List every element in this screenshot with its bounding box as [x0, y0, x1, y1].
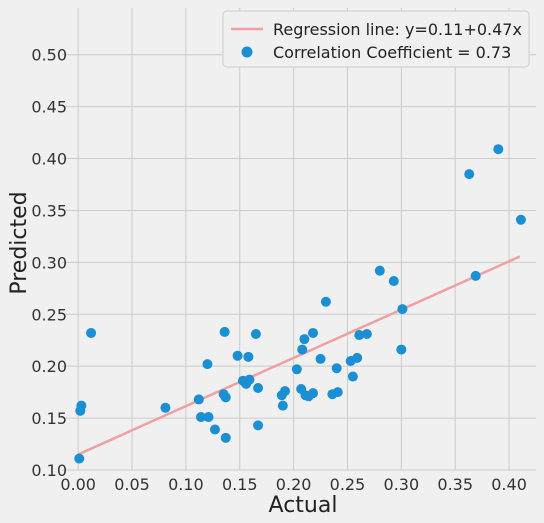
scatter-point: [220, 327, 230, 337]
scatter-point: [202, 359, 212, 369]
x-tick-label: 0.15: [222, 475, 258, 494]
scatter-point: [160, 403, 170, 413]
scatter-point: [297, 345, 307, 355]
scatter-point: [278, 401, 288, 411]
scatter-point: [396, 345, 406, 355]
scatter-point: [333, 387, 343, 397]
y-axis-label: Predicted: [7, 191, 32, 294]
x-tick-label: 0.05: [114, 475, 150, 494]
scatter-point: [493, 144, 503, 154]
scatter-point: [308, 328, 318, 338]
y-tick-label: 0.20: [31, 357, 67, 376]
x-tick-label: 0.40: [491, 475, 527, 494]
scatter-point: [375, 266, 385, 276]
scatter-point: [362, 329, 372, 339]
scatter-point: [471, 271, 481, 281]
scatter-point: [299, 334, 309, 344]
scatter-point: [389, 276, 399, 286]
y-tick-label: 0.15: [31, 409, 67, 428]
y-tick-label: 0.45: [31, 98, 67, 117]
x-axis-label: Actual: [269, 493, 338, 518]
scatter-point: [308, 388, 318, 398]
scatter-point: [292, 364, 302, 374]
scatter-point: [74, 454, 84, 464]
scatter-point: [86, 328, 96, 338]
scatter-point: [204, 412, 214, 422]
scatter-point: [316, 354, 326, 364]
scatter-point: [243, 352, 253, 362]
scatter-point: [352, 353, 362, 363]
scatter-point: [332, 363, 342, 373]
x-tick-labels: 0.00 0.05 0.10 0.15 0.20 0.25 0.30 0.35 0.40: [60, 475, 527, 494]
scatter-point: [221, 433, 231, 443]
legend-regression-label: Regression line: y=0.11+0.47x: [273, 20, 522, 39]
legend-scatter-swatch: [242, 47, 253, 58]
scatter-point: [397, 304, 407, 314]
x-tick-label: 0.10: [168, 475, 204, 494]
scatter-point: [194, 394, 204, 404]
scatter-point: [251, 329, 261, 339]
y-tick-label: 0.30: [31, 253, 67, 272]
y-tick-label: 0.10: [31, 461, 67, 480]
scatter-point: [244, 375, 254, 385]
scatter-point: [253, 420, 263, 430]
scatter-point: [253, 383, 263, 393]
scatter-point: [464, 169, 474, 179]
regression-layer: [78, 256, 520, 454]
scatter-point: [233, 351, 243, 361]
scatter-point: [348, 372, 358, 382]
points-layer: [74, 144, 526, 463]
y-tick-label: 0.40: [31, 150, 67, 169]
legend: Regression line: y=0.11+0.47x Correlatio…: [223, 11, 529, 67]
x-tick-label: 0.30: [384, 475, 420, 494]
y-tick-label: 0.50: [31, 46, 67, 65]
regression-line: [78, 256, 520, 454]
y-tick-labels: 0.10 0.15 0.20 0.25 0.30 0.35 0.40 0.45 0.50: [31, 46, 67, 480]
scatter-point: [76, 401, 86, 411]
legend-scatter-label: Correlation Coefficient = 0.73: [273, 43, 511, 62]
y-tick-label: 0.35: [31, 201, 67, 220]
scatter-point: [280, 386, 290, 396]
x-tick-label: 0.20: [276, 475, 312, 494]
x-tick-label: 0.25: [330, 475, 366, 494]
y-tick-label: 0.25: [31, 305, 67, 324]
x-tick-label: 0.35: [437, 475, 473, 494]
grid: [62, 8, 536, 470]
scatter-point: [321, 297, 331, 307]
scatter-point: [210, 425, 220, 435]
scatter-point: [516, 215, 526, 225]
scatter-point: [221, 392, 231, 402]
